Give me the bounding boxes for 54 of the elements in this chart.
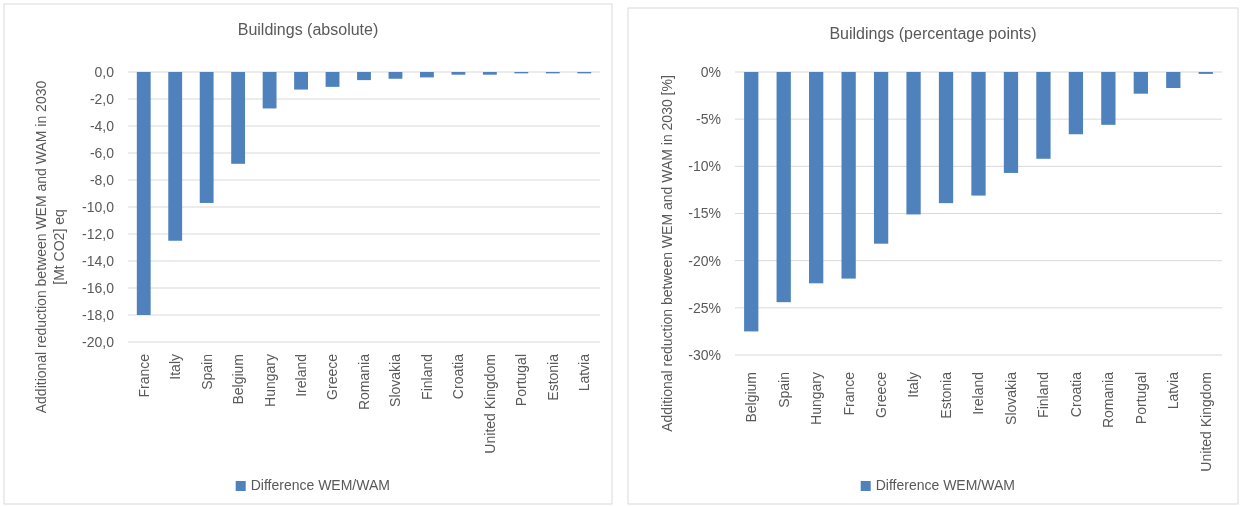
- x-tick-label: Italy: [905, 372, 922, 398]
- y-tick-label: -16,0: [82, 279, 115, 296]
- y-tick-label: -4,0: [89, 117, 115, 134]
- x-tick-label: Romania: [1100, 371, 1117, 429]
- y-tick-label: -2,0: [89, 90, 115, 107]
- x-tick-label: Slovakia: [387, 353, 404, 407]
- x-tick-label: Belgium: [230, 354, 247, 405]
- x-tick-label: Greece: [324, 353, 341, 400]
- y-tick-label: -20,0: [82, 333, 115, 350]
- x-tick-label: Croatia: [1067, 371, 1084, 418]
- legend-label: Difference WEM/WAM: [875, 477, 1015, 493]
- x-tick-label: Portugal: [513, 354, 530, 407]
- x-tick-label: France: [135, 353, 152, 398]
- y-tick-label: 0,0: [94, 63, 115, 80]
- x-tick-label: Spain: [775, 372, 792, 408]
- y-tick-label: -30%: [688, 346, 721, 363]
- x-tick-label: United Kingdom: [481, 354, 498, 454]
- x-tick-label: Hungary: [261, 354, 278, 407]
- x-tick-label: Slovakia: [1002, 371, 1019, 425]
- x-tick-label: Croatia: [450, 353, 467, 400]
- y-tick-label: -8,0: [89, 171, 115, 188]
- x-tick-label: France: [840, 371, 857, 416]
- x-tick-label: Spain: [198, 354, 215, 390]
- y-tick-label: -10%: [688, 158, 721, 175]
- x-tick-label: Latvia: [576, 353, 593, 392]
- x-tick-label: United Kingdom: [1197, 372, 1214, 472]
- y-tick-label: -10,0: [82, 198, 115, 215]
- y-axis-title: Additional reduction between WEM and WAM in 2030 [%]: [659, 75, 675, 432]
- x-tick-label: Romania: [355, 353, 372, 411]
- chart-title: Buildings (absolute): [237, 21, 379, 38]
- chart-title: Buildings (percentage points): [829, 25, 1037, 42]
- x-tick-label: Estonia: [544, 353, 561, 401]
- x-tick-label: Ireland: [970, 372, 987, 415]
- y-tick-label: -5%: [696, 111, 721, 128]
- x-tick-label: Ireland: [292, 354, 309, 397]
- x-tick-label: Finland: [418, 354, 435, 400]
- y-axis-title: Additional reduction between WEM and WAM in 2030 [Mt CO2] eq: [33, 80, 67, 414]
- x-tick-label: Latvia: [1165, 371, 1182, 410]
- y-tick-label: -12,0: [82, 225, 115, 242]
- x-tick-label: Greece: [873, 371, 889, 418]
- y-tick-label: -25%: [688, 299, 721, 316]
- y-tick-label: -14,0: [82, 252, 115, 269]
- x-tick-label: Italy: [167, 354, 184, 380]
- y-tick-label: -18,0: [82, 306, 115, 323]
- x-tick-label: Finland: [1035, 372, 1052, 418]
- x-tick-label: Hungary: [808, 372, 825, 425]
- x-tick-label: Belgium: [743, 372, 760, 423]
- x-tick-label: Estonia: [937, 371, 954, 419]
- y-tick-label: -15%: [688, 205, 721, 222]
- y-tick-label: -6,0: [89, 144, 115, 161]
- y-tick-label: 0%: [700, 63, 721, 80]
- y-tick-label: -20%: [688, 252, 721, 269]
- legend-label: Difference WEM/WAM: [250, 477, 390, 493]
- x-tick-label: Portugal: [1132, 372, 1149, 425]
